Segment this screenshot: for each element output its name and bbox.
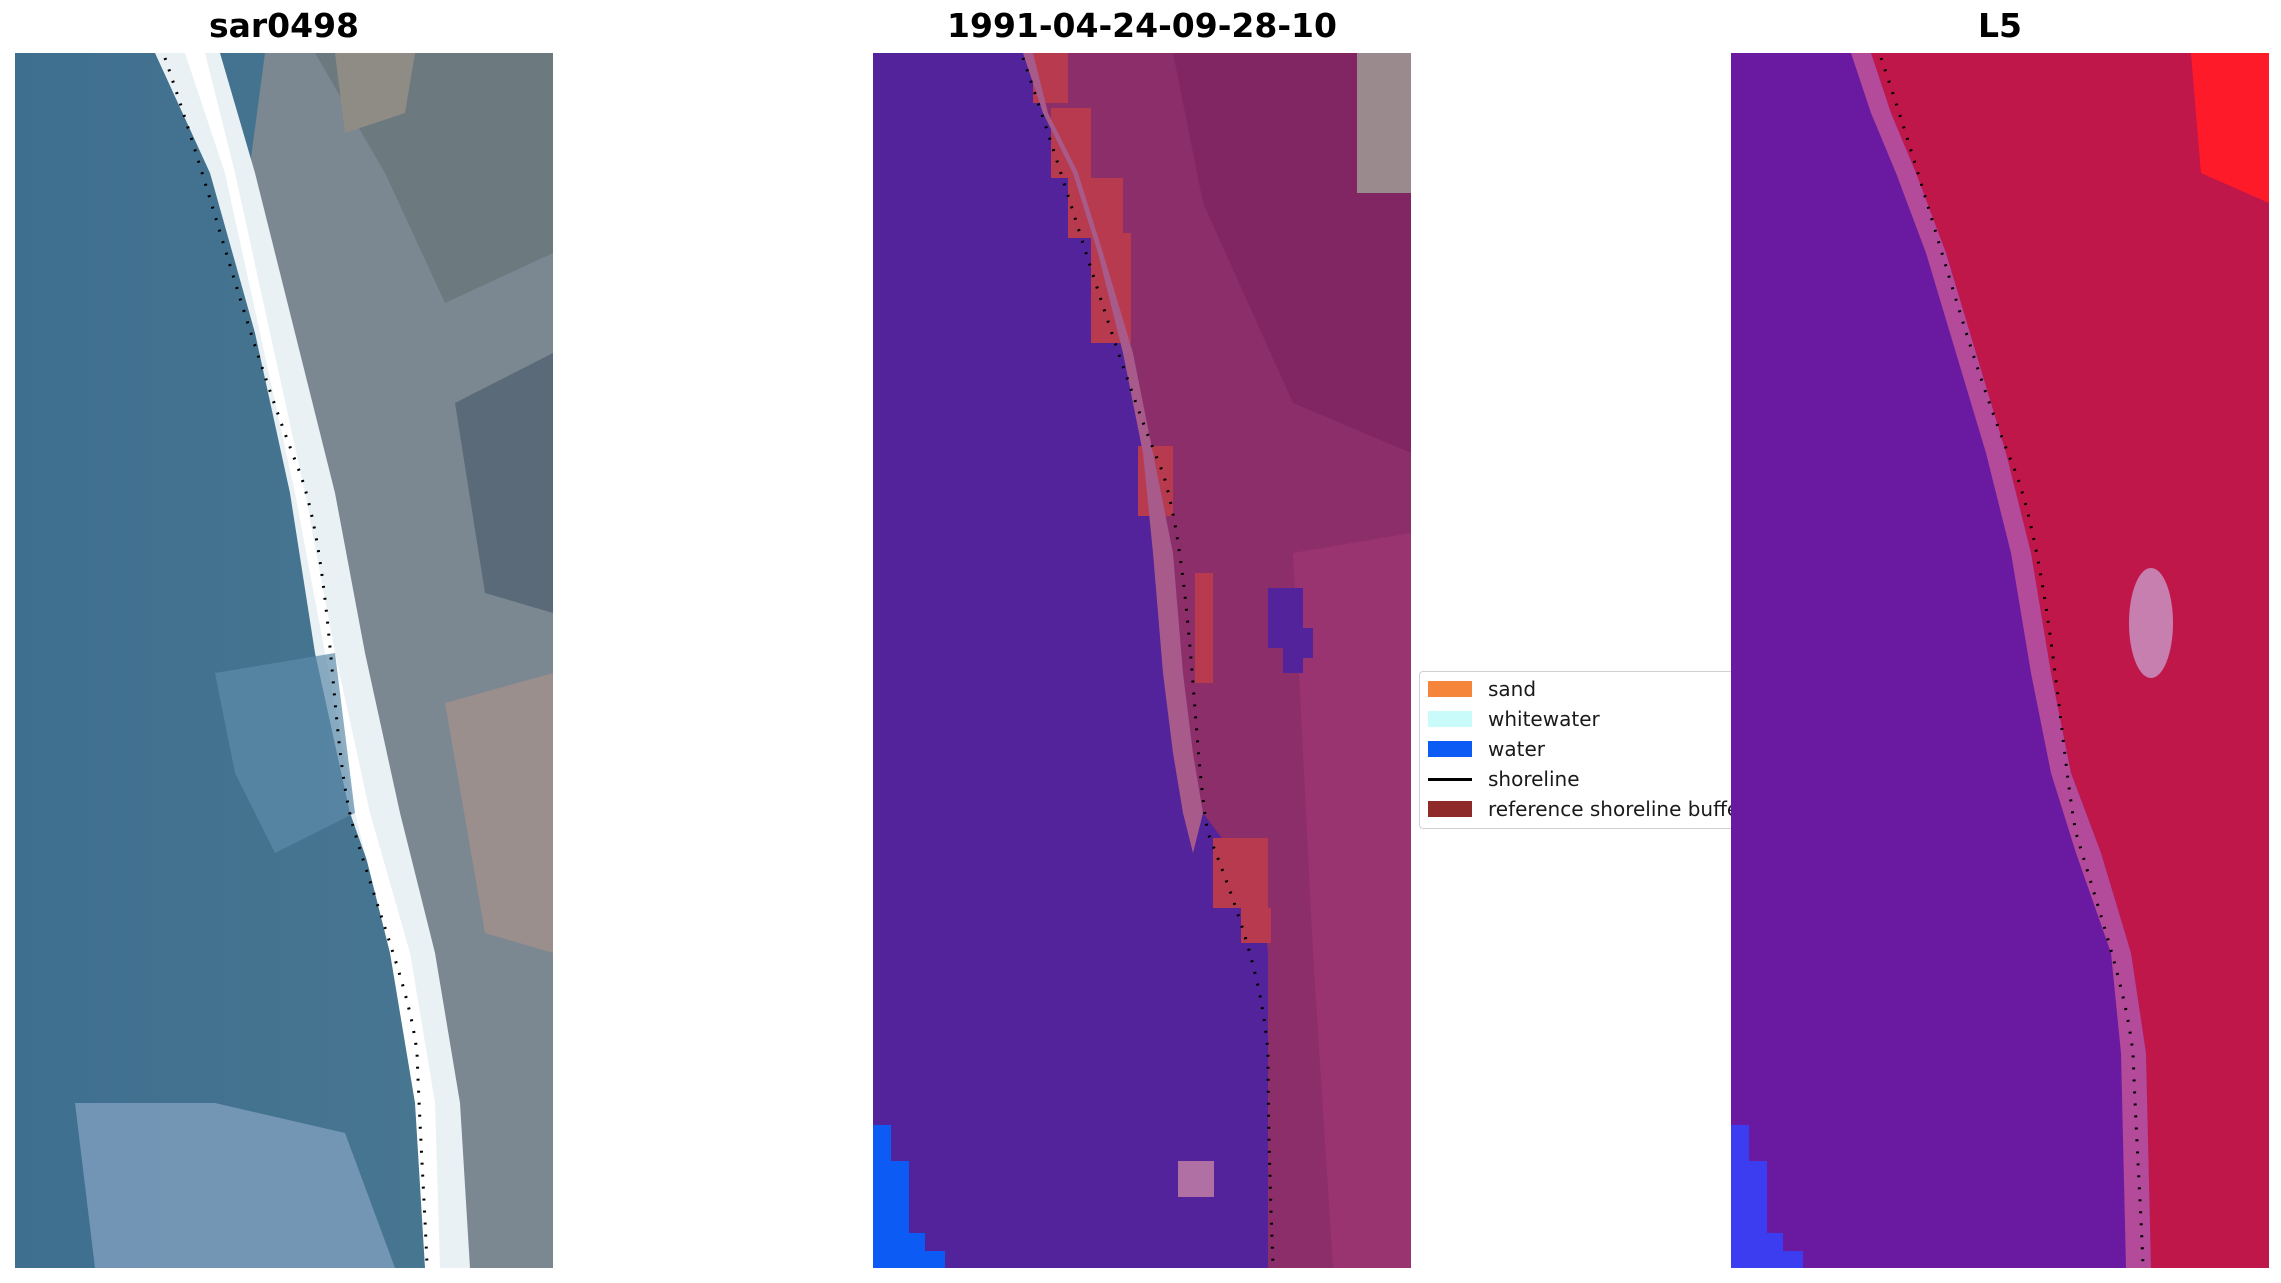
legend-label: water (1488, 737, 1545, 761)
buffer-swatch (1428, 801, 1472, 817)
legend-item-whitewater: whitewater (1428, 706, 1600, 732)
legend-label: sand (1488, 677, 1537, 701)
legend-item-reference-buffer: reference shoreline buffer (1428, 796, 1731, 822)
legend-item-water: water (1428, 736, 1545, 762)
rgb-satellite-image (15, 53, 553, 1268)
legend-item-sand: sand (1428, 676, 1536, 702)
whitewater-swatch (1428, 711, 1472, 727)
legend-label: whitewater (1488, 707, 1600, 731)
panel-classified: 1991-04-24-09-28-10 (873, 0, 1411, 1283)
panel-rgb: sar0498 (15, 0, 553, 1283)
panel-title: L5 (1978, 6, 2022, 45)
legend-label: shoreline (1488, 767, 1580, 791)
false-color-image (1731, 53, 2269, 1268)
panel-title: 1991-04-24-09-28-10 (947, 6, 1337, 45)
panel-false-color: L5 (1731, 0, 2269, 1283)
legend-item-shoreline: shoreline (1428, 766, 1580, 792)
legend-label: reference shoreline buffer (1488, 797, 1731, 821)
water-swatch (1428, 741, 1472, 757)
panel-title: sar0498 (208, 6, 360, 45)
shoreline-line-icon (1428, 777, 1472, 781)
classified-image (873, 53, 1411, 1268)
legend: sand whitewater water shoreline referenc… (1419, 671, 1731, 829)
sand-swatch (1428, 681, 1472, 697)
